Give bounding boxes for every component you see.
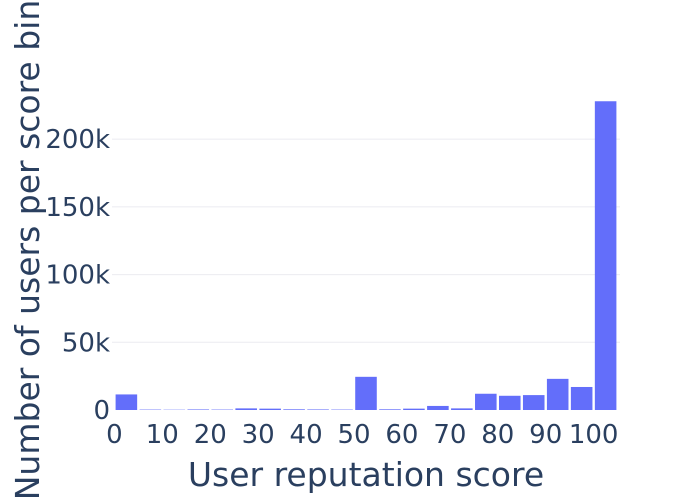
x-tick-label: 30 [242, 420, 275, 450]
histogram-bar [259, 409, 281, 410]
histogram-bar [307, 409, 329, 410]
x-tick-label: 60 [385, 420, 418, 450]
x-tick-label: 90 [529, 420, 562, 450]
y-tick-label: 200k [45, 125, 110, 155]
y-tick-label: 50k [62, 328, 110, 358]
x-tick-label: 100 [569, 420, 619, 450]
y-tick-label: 100k [45, 261, 110, 291]
histogram-bar [403, 409, 425, 410]
x-tick-label: 70 [433, 420, 466, 450]
y-tick-label: 0 [93, 396, 110, 426]
histogram-bar [595, 101, 617, 410]
histogram-bar [379, 409, 401, 410]
histogram-bar [475, 394, 497, 410]
histogram-bar [499, 396, 521, 410]
x-tick-label: 40 [290, 420, 323, 450]
histogram-bar [116, 394, 138, 410]
x-tick-label: 20 [194, 420, 227, 450]
y-tick-labels: 0 50k 100k 150k 200k [45, 125, 110, 426]
histogram-bar [355, 377, 377, 410]
histogram-bar [571, 387, 593, 410]
grid-layer [112, 139, 620, 342]
histogram-bar [427, 406, 449, 410]
x-axis-title: User reputation score [188, 455, 544, 494]
histogram-bar [547, 379, 569, 410]
y-tick-label: 150k [45, 193, 110, 223]
bars-layer [116, 101, 617, 410]
histogram-bar [283, 409, 305, 410]
x-tick-label: 50 [337, 420, 370, 450]
x-tick-label: 80 [481, 420, 514, 450]
histogram-bar [451, 408, 473, 410]
x-tick-label: 10 [146, 420, 179, 450]
histogram-bar [523, 395, 545, 410]
histogram-bar [187, 409, 209, 410]
y-axis-title: Number of users per score bin [8, 0, 47, 500]
histogram-bar [235, 408, 257, 410]
